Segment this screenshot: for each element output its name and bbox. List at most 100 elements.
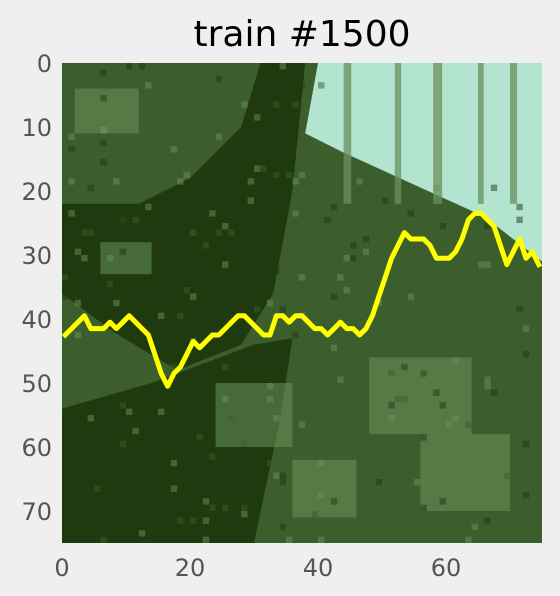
image-plot-area — [62, 63, 542, 543]
overlay-line-layer — [61, 210, 543, 389]
texture-pixel — [279, 479, 286, 486]
y-axis-ticks: 0 10 20 30 40 50 60 70 — [21, 50, 52, 526]
texture-pixel — [62, 229, 69, 236]
texture-pixel — [311, 312, 318, 319]
texture-pixel — [183, 171, 190, 179]
texture-pixel — [522, 440, 530, 447]
x-tick-label: 60 — [431, 554, 462, 582]
texture-pixel — [292, 210, 299, 217]
texture-pixel — [209, 69, 216, 76]
light-patch-5 — [292, 459, 357, 518]
x-tick-label: 0 — [54, 554, 69, 582]
texture-pixel — [132, 427, 139, 435]
texture-pixel — [62, 293, 69, 300]
chart-title: train #1500 — [193, 14, 410, 55]
texture-pixel — [68, 178, 75, 185]
texture-pixel — [190, 427, 197, 435]
texture-pixel — [279, 63, 286, 70]
texture-pixel — [433, 184, 440, 191]
texture-pixel — [490, 331, 498, 339]
texture-pixel — [228, 229, 235, 236]
texture-pixel — [100, 95, 107, 102]
tree-trunk-4 — [510, 63, 518, 204]
texture-pixel — [292, 101, 299, 108]
texture-pixel — [273, 95, 280, 102]
texture-pixel — [247, 75, 254, 83]
texture-pixel — [484, 376, 491, 383]
x-axis-ticks: 0 20 40 60 — [54, 554, 461, 582]
texture-pixel — [209, 210, 216, 217]
texture-pixel — [119, 408, 126, 415]
texture-pixel — [100, 159, 107, 166]
texture-pixel — [266, 299, 274, 307]
texture-pixel — [119, 248, 126, 255]
texture-pixel — [68, 434, 75, 441]
y-tick-label: 50 — [21, 370, 52, 398]
texture-pixel — [273, 415, 280, 422]
texture-pixel — [330, 293, 338, 300]
texture-pixel — [158, 312, 165, 319]
x-tick-label: 20 — [175, 554, 206, 582]
texture-pixel — [126, 63, 133, 70]
texture-pixel — [330, 498, 338, 505]
texture-pixel — [74, 331, 82, 339]
y-tick-label: 0 — [37, 50, 52, 78]
texture-pixel — [337, 376, 344, 383]
texture-pixel — [119, 274, 126, 281]
texture-pixel — [215, 133, 222, 140]
texture-pixel — [484, 383, 491, 390]
texture-pixel — [330, 344, 338, 351]
texture-pixel — [318, 536, 325, 543]
texture-pixel — [126, 165, 133, 172]
texture-pixel — [260, 165, 267, 172]
texture-pixel — [145, 376, 152, 383]
texture-pixel — [478, 261, 485, 268]
texture-pixel — [279, 178, 286, 185]
texture-pixel — [318, 82, 325, 89]
texture-pixel — [311, 511, 318, 518]
texture-pixel — [170, 415, 178, 422]
texture-pixel — [420, 370, 427, 377]
texture-pixel — [490, 383, 498, 390]
light-patch-3 — [420, 434, 510, 511]
texture-pixel — [382, 203, 389, 211]
texture-pixel — [273, 325, 280, 332]
texture-pixel — [388, 370, 395, 377]
texture-pixel — [292, 331, 299, 339]
texture-pixel — [484, 408, 491, 415]
texture-pixel — [279, 472, 286, 479]
tree-trunk-3 — [478, 63, 484, 204]
texture-pixel — [298, 274, 306, 281]
texture-pixel — [126, 408, 133, 415]
texture-pixel — [202, 498, 210, 505]
texture-pixel — [516, 203, 523, 211]
texture-pixel — [318, 491, 325, 499]
texture-pixel — [337, 274, 344, 281]
texture-pixel — [113, 178, 120, 185]
texture-pixel — [87, 415, 94, 422]
y-tick-label: 60 — [21, 434, 52, 462]
texture-pixel — [196, 434, 203, 441]
texture-pixel — [458, 530, 466, 537]
texture-pixel — [298, 395, 306, 403]
texture-pixel — [343, 255, 350, 262]
tree-trunk-2 — [433, 63, 443, 204]
texture-pixel — [362, 248, 370, 255]
texture-pixel — [452, 357, 459, 364]
texture-pixel — [62, 530, 69, 537]
overlay-path-line — [61, 210, 543, 389]
texture-pixel — [311, 261, 318, 268]
texture-pixel — [522, 479, 530, 486]
texture-pixel — [94, 485, 101, 492]
texture-pixel — [439, 402, 446, 409]
texture-pixel — [324, 453, 331, 460]
texture-pixel — [298, 82, 306, 89]
texture-pixel — [132, 216, 139, 223]
texture-pixel — [177, 408, 184, 415]
texture-pixel — [279, 325, 286, 332]
texture-pixel — [164, 248, 171, 255]
texture-pixel — [87, 229, 94, 236]
texture-pixel — [266, 383, 274, 390]
texture-pixel — [375, 479, 382, 486]
texture-pixel — [407, 293, 414, 300]
